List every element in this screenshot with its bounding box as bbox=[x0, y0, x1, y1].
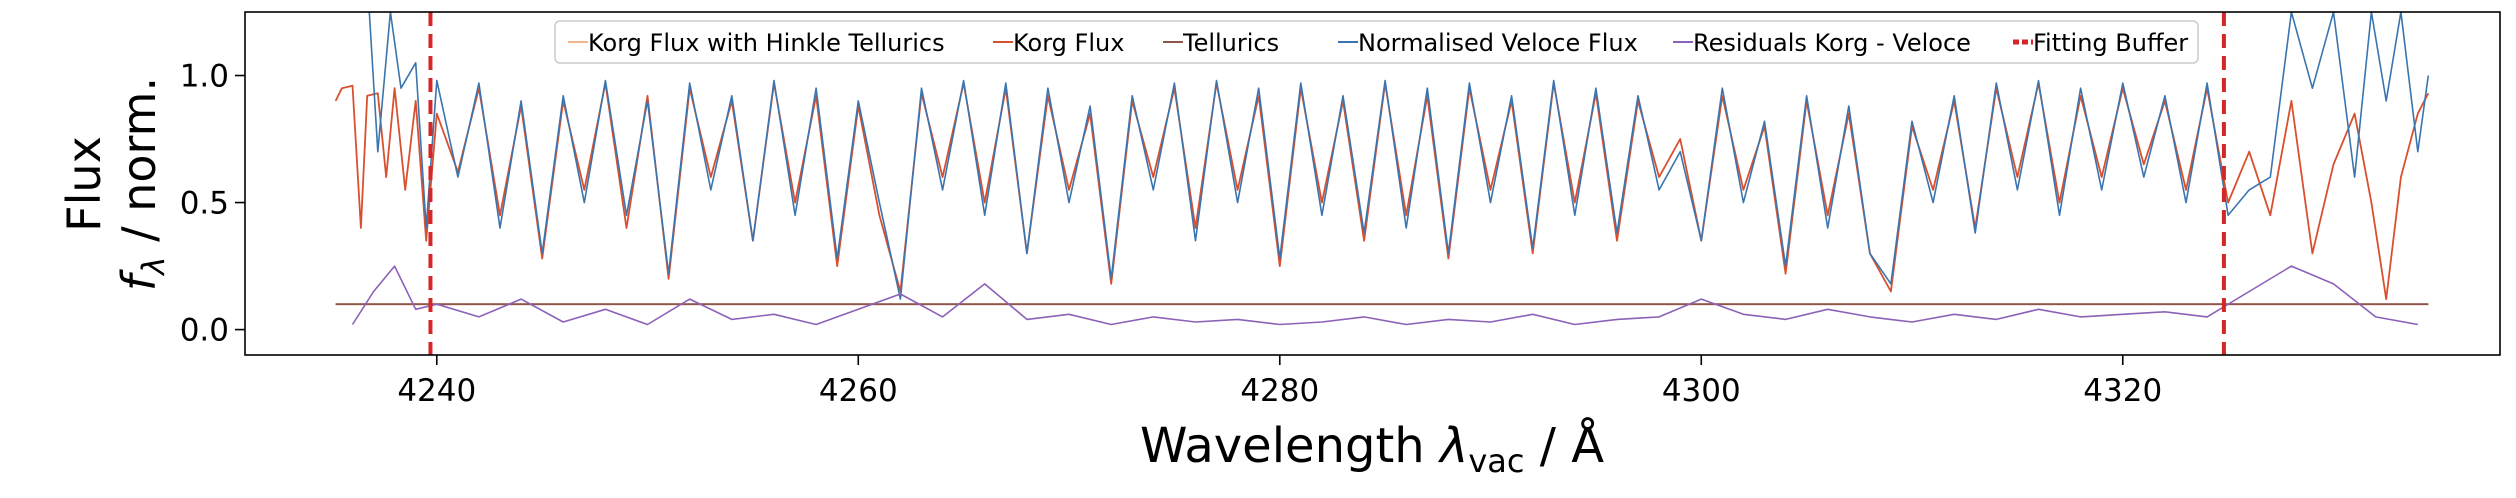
y-axis: 0.0 0.5 1.0 bbox=[180, 59, 245, 349]
legend-item-residuals-korg-veloce: Residuals Korg - Veloce bbox=[1673, 29, 1971, 57]
y-axis-label-line1: Flux bbox=[57, 136, 111, 232]
legend-item-fitting-buffer: Fitting Buffer bbox=[2013, 29, 2188, 57]
y-tick-label: 1.0 bbox=[180, 59, 229, 95]
legend: Korg Flux with Hinkle Tellurics Korg Flux… bbox=[554, 20, 2199, 64]
plot-frame bbox=[244, 11, 2501, 356]
legend-item-tellurics: Tellurics bbox=[1163, 29, 1279, 57]
legend-label: Korg Flux bbox=[1013, 29, 1124, 57]
legend-label: Tellurics bbox=[1182, 29, 1279, 57]
legend-item-normalised-veloce-flux: Normalised Veloce Flux bbox=[1338, 29, 1638, 57]
legend-label: Normalised Veloce Flux bbox=[1358, 29, 1638, 57]
x-axis-label-text: Wavelength bbox=[1140, 418, 1440, 474]
y-tick-label: 0.0 bbox=[180, 313, 229, 349]
series-residuals-korg-veloce bbox=[351, 265, 2418, 326]
legend-label: Residuals Korg - Veloce bbox=[1693, 29, 1971, 57]
y-tick-label: 0.5 bbox=[180, 186, 229, 222]
x-tick-label: 4320 bbox=[2083, 373, 2162, 409]
y-axis-label: Flux fλ / norm. bbox=[57, 77, 172, 291]
legend-label: Fitting Buffer bbox=[2033, 29, 2188, 57]
svg-text:Wavelength λvac / Å: Wavelength λvac / Å bbox=[1140, 417, 1604, 480]
series-normalised-veloce-flux bbox=[368, 12, 2430, 300]
y-axis-label-line2: fλ / norm. bbox=[112, 77, 172, 291]
legend-frame bbox=[554, 20, 2199, 64]
legend-item-korg-flux-with-hinkle-tellurics: Korg Flux with Hinkle Tellurics bbox=[568, 29, 945, 57]
x-axis: 4240 4260 4280 4300 4320 bbox=[397, 355, 2162, 409]
x-tick-label: 4240 bbox=[397, 373, 476, 409]
x-tick-label: 4300 bbox=[1662, 373, 1741, 409]
legend-item-korg-flux: Korg Flux bbox=[993, 29, 1124, 57]
x-axis-label: Wavelength λvac / Å bbox=[1140, 417, 1604, 480]
series-layer bbox=[334, 12, 2430, 355]
x-tick-label: 4260 bbox=[819, 373, 898, 409]
legend-label: Korg Flux with Hinkle Tellurics bbox=[588, 29, 945, 57]
x-tick-label: 4280 bbox=[1240, 373, 1319, 409]
